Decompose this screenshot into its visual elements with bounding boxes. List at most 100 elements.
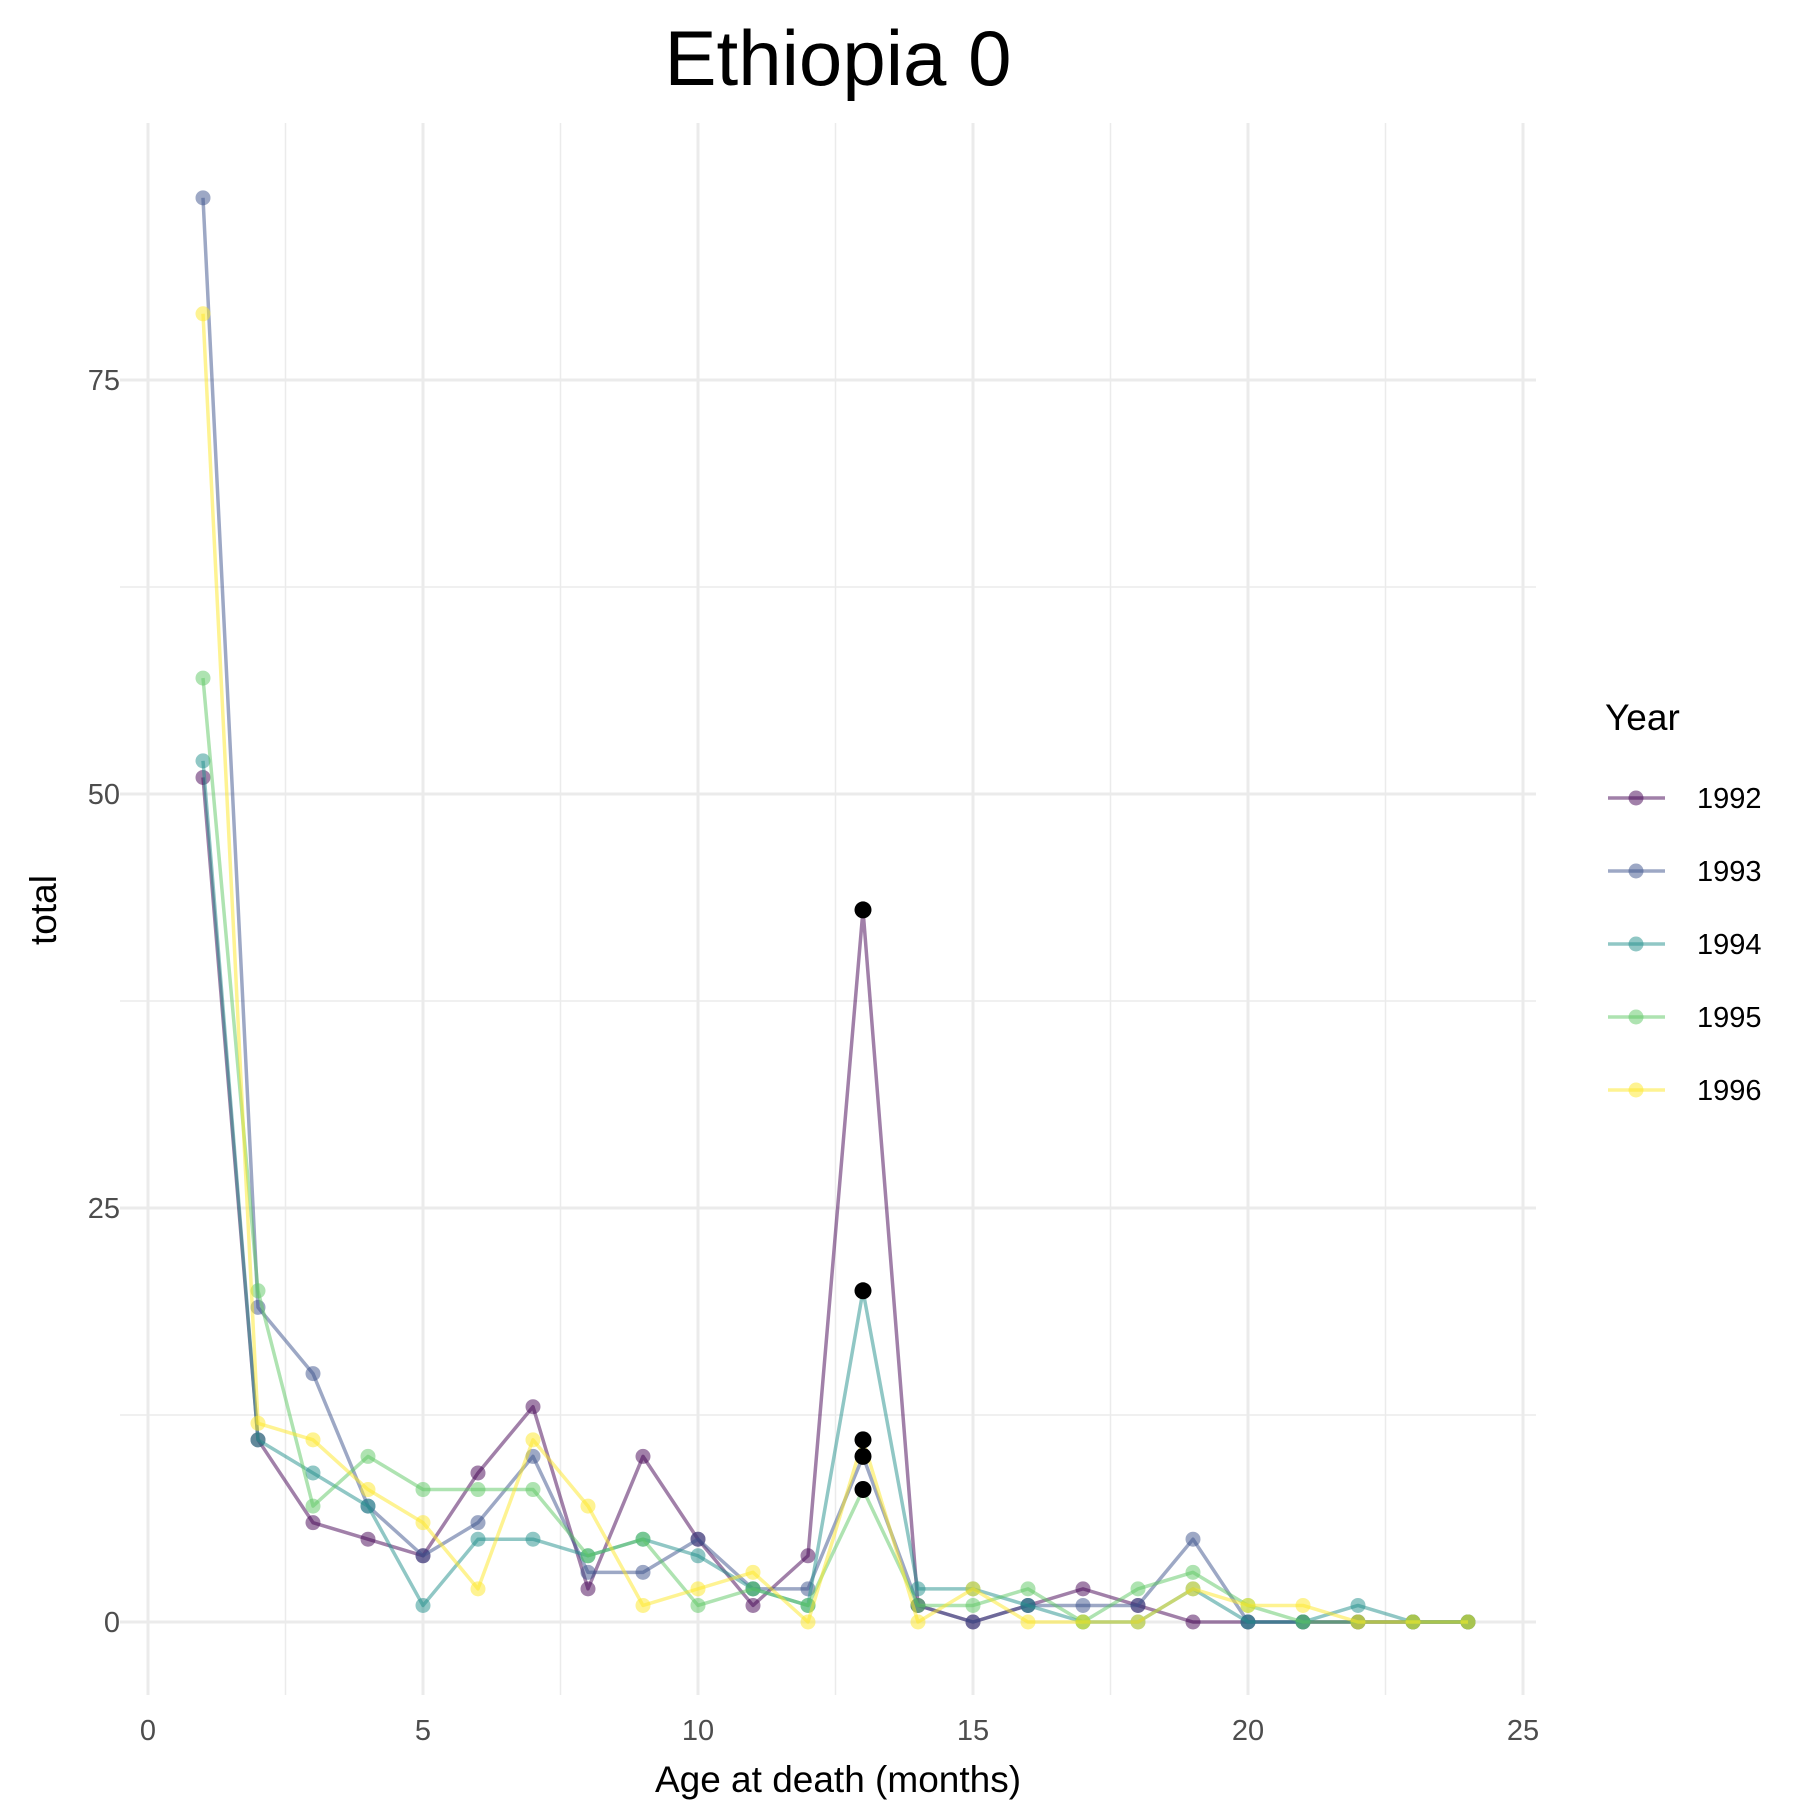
x-tick-label: 20 (1232, 1715, 1264, 1747)
data-point-1994 (1240, 1614, 1256, 1630)
data-point-1996 (250, 1415, 266, 1431)
data-point-1992 (1075, 1581, 1091, 1597)
legend: Year 1992 1993 1994 1995 1996 (1605, 697, 1762, 1107)
data-point-1994 (250, 1432, 266, 1448)
data-point-1995 (360, 1448, 376, 1464)
data-point-1996 (470, 1581, 486, 1597)
data-point-1992 (525, 1399, 541, 1415)
legend-key-point (1628, 1082, 1644, 1098)
data-point-1996 (1460, 1614, 1476, 1630)
data-point-1993 (470, 1515, 486, 1531)
data-point-1993 (690, 1531, 706, 1547)
x-axis-label: Age at death (months) (655, 1759, 1021, 1800)
data-point-1994 (415, 1597, 431, 1613)
series-line-1994 (201, 760, 1468, 1624)
x-tick-label: 5 (415, 1715, 431, 1747)
y-tick-label: 50 (88, 779, 120, 811)
series-line-1995 (201, 677, 1468, 1624)
data-point-1995 (415, 1482, 431, 1498)
data-point-1995 (1020, 1581, 1036, 1597)
data-point-1994 (305, 1465, 321, 1481)
data-point-1995 (1130, 1581, 1146, 1597)
data-point-1996 (965, 1581, 981, 1597)
data-point-1996 (360, 1482, 376, 1498)
data-point-1995 (580, 1548, 596, 1564)
data-point-1992 (745, 1597, 761, 1613)
data-point-1992 (360, 1531, 376, 1547)
chart-title: Ethiopia 0 (665, 14, 1012, 102)
data-point-1996 (635, 1597, 651, 1613)
data-point-1996 (1350, 1614, 1366, 1630)
legend-label: 1992 (1697, 783, 1762, 815)
data-point-1992 (635, 1448, 651, 1464)
legend-label: 1995 (1697, 1002, 1762, 1034)
data-point-1992 (470, 1465, 486, 1481)
data-point-1993 (635, 1564, 651, 1580)
x-axis-ticks: 0 5 10 15 20 25 (140, 1715, 1539, 1747)
data-point-1993 (1130, 1597, 1146, 1613)
data-point-1996 (525, 1432, 541, 1448)
data-point-1996 (1130, 1614, 1146, 1630)
data-point-1994 (910, 1581, 926, 1597)
highlight-point (854, 1447, 872, 1465)
legend-key-point (1628, 1009, 1644, 1025)
x-tick-label: 25 (1507, 1715, 1539, 1747)
highlight-point (854, 1431, 872, 1449)
legend-item-1993: 1993 (1608, 856, 1762, 888)
x-tick-label: 15 (957, 1715, 989, 1747)
legend-key-point (1628, 936, 1644, 952)
legend-label: 1994 (1697, 929, 1762, 961)
data-point-1995 (195, 670, 211, 686)
data-point-1995 (305, 1498, 321, 1514)
data-point-1995 (690, 1597, 706, 1613)
data-point-1996 (415, 1515, 431, 1531)
data-point-1995 (525, 1482, 541, 1498)
data-point-1993 (965, 1614, 981, 1630)
highlighted-points (854, 901, 872, 1499)
series-line-1996 (201, 313, 1468, 1624)
x-tick-label: 0 (140, 1715, 156, 1747)
series-1996 (195, 306, 1476, 1630)
data-point-1994 (1350, 1597, 1366, 1613)
legend-key-point (1628, 863, 1644, 879)
data-point-1996 (580, 1498, 596, 1514)
legend-item-1995: 1995 (1608, 1002, 1762, 1034)
data-point-1996 (690, 1581, 706, 1597)
y-axis-ticks: 0 25 50 75 (88, 365, 120, 1639)
data-point-1996 (1075, 1614, 1091, 1630)
data-point-1993 (1075, 1597, 1091, 1613)
data-point-1994 (1020, 1597, 1036, 1613)
data-point-1996 (800, 1614, 816, 1630)
legend-title: Year (1605, 697, 1680, 738)
data-point-1994 (360, 1498, 376, 1514)
data-point-1995 (1185, 1564, 1201, 1580)
legend-item-1992: 1992 (1608, 783, 1762, 815)
data-point-1993 (580, 1564, 596, 1580)
legend-label: 1996 (1697, 1075, 1762, 1107)
y-axis-label: total (23, 875, 64, 945)
data-point-1996 (1020, 1614, 1036, 1630)
y-tick-label: 0 (104, 1607, 120, 1639)
data-point-1994 (690, 1548, 706, 1564)
data-point-1996 (305, 1432, 321, 1448)
data-point-1995 (250, 1283, 266, 1299)
data-point-1996 (195, 306, 211, 322)
highlight-point (854, 901, 872, 919)
data-point-1994 (195, 753, 211, 769)
highlight-point (854, 1282, 872, 1300)
data-point-1995 (635, 1531, 651, 1547)
series-lines (195, 190, 1476, 1630)
data-point-1996 (1405, 1614, 1421, 1630)
data-point-1992 (580, 1581, 596, 1597)
data-point-1994 (525, 1531, 541, 1547)
highlight-point (854, 1481, 872, 1499)
grid (120, 123, 1536, 1695)
data-point-1996 (1240, 1597, 1256, 1613)
x-tick-label: 10 (682, 1715, 714, 1747)
y-tick-label: 25 (88, 1193, 120, 1225)
legend-item-1994: 1994 (1608, 929, 1762, 961)
data-point-1996 (910, 1614, 926, 1630)
data-point-1992 (1185, 1614, 1201, 1630)
data-point-1995 (965, 1597, 981, 1613)
